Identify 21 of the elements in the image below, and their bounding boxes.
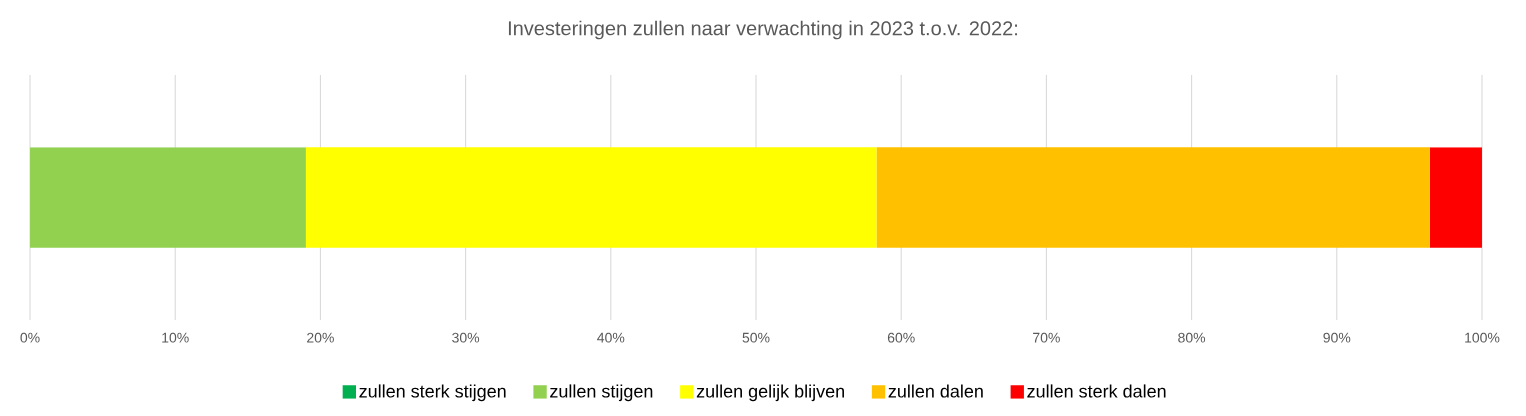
x-tick-label: 60%	[887, 332, 915, 343]
legend-label: zullen gelijk blijven	[696, 384, 844, 402]
legend-label: zullen dalen	[888, 384, 983, 398]
bar	[876, 147, 1430, 248]
x-tick-label: 0%	[20, 332, 40, 343]
chart-title: Investeringen zullen naar verwachting in 2023 t.o.v. 2022:	[508, 20, 1017, 40]
x-tick-label: 10%	[162, 332, 189, 343]
x-tick-label: 40%	[597, 332, 625, 343]
x-tick-label: 50%	[742, 332, 770, 343]
x-tick-label: 20%	[307, 332, 334, 343]
bar	[30, 147, 306, 248]
x-tick-label: 90%	[1323, 332, 1351, 343]
bar	[305, 147, 877, 248]
x-tick-label: 100%	[1465, 332, 1500, 343]
legend-label: zullen stijgen	[550, 384, 653, 402]
x-tick-label: 30%	[452, 332, 480, 343]
bar	[1429, 147, 1482, 248]
x-tick-label: 70%	[1033, 332, 1060, 343]
legend-label: zullen sterk dalen	[1027, 384, 1166, 398]
legend-label: zullen sterk stijgen	[359, 384, 506, 402]
x-tick-label: 80%	[1178, 332, 1206, 343]
